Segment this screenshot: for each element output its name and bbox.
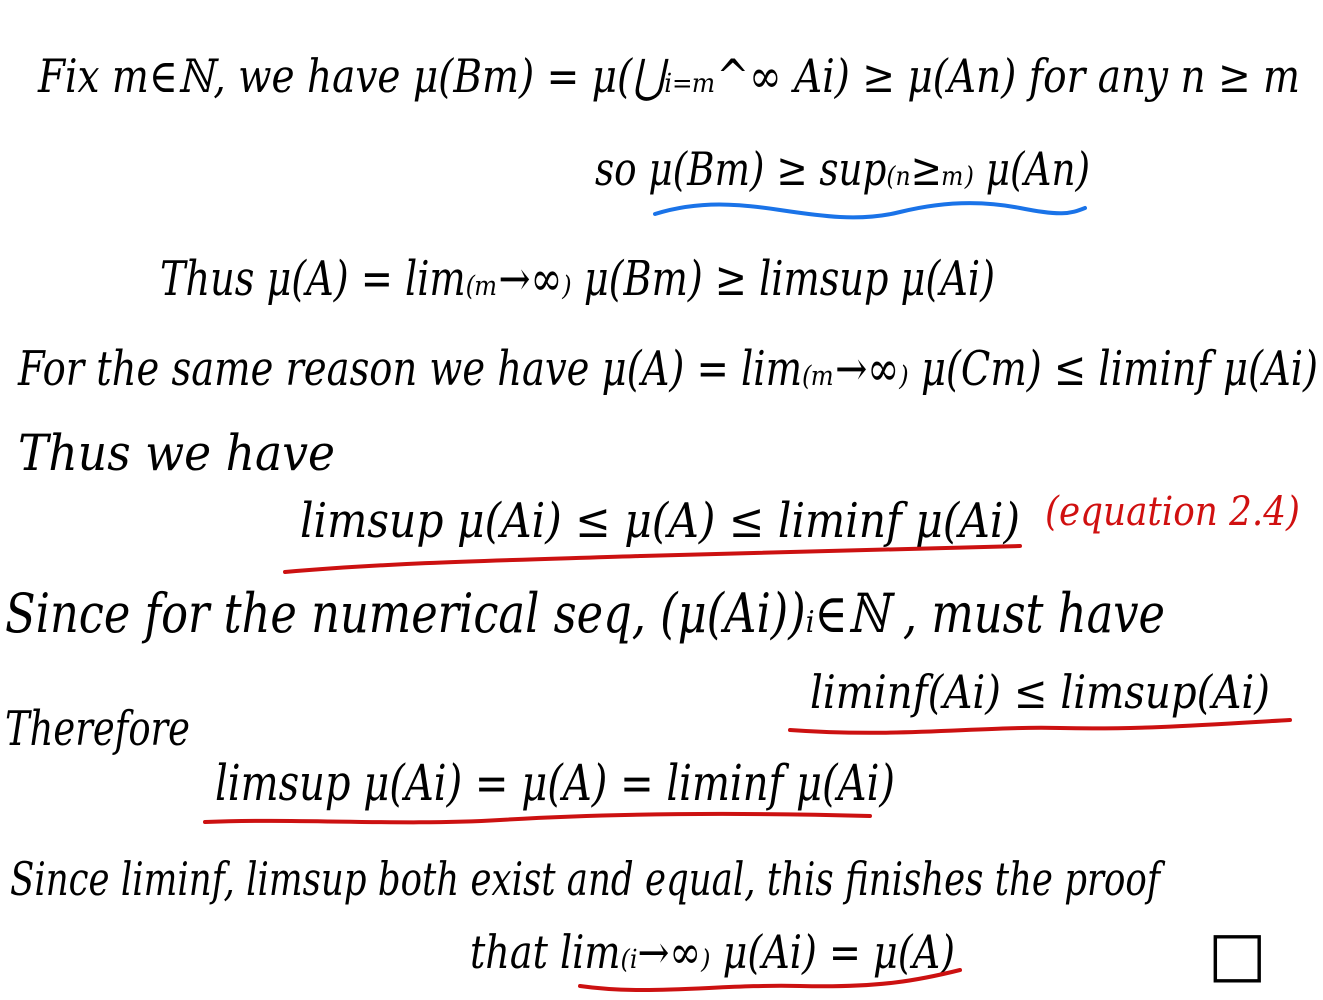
equation-annotation: (equation 2.4) (1045, 489, 1300, 535)
proof-line: liminf(Ai) ≤ limsup(Ai) (810, 665, 1270, 719)
proof-line: limsup μ(Ai) ≤ μ(A) ≤ liminf μ(Ai) (300, 493, 1020, 549)
red-underline (788, 718, 1292, 735)
qed-mark: □ (1208, 917, 1267, 990)
proof-line: so μ(Bm) ≥ sup₍ₙ≥ₘ₎ μ(An) (595, 142, 1090, 196)
proof-line: Since liminf, limsup both exist and equa… (10, 852, 1165, 906)
proof-line: For the same reason we have μ(A) = lim₍ₘ… (17, 341, 1318, 397)
proof-line: Fix m∈ℕ, we have μ(Bm) = μ(⋃ᵢ₌ₘ^∞ Ai) ≥ … (37, 49, 1300, 103)
red-underline (283, 544, 1022, 574)
red-underline (203, 811, 872, 825)
proof-line: that lim₍ᵢ→∞₎ μ(Ai) = μ(A) (470, 925, 955, 979)
proof-line: Thus we have (18, 424, 335, 482)
proof-line: Therefore (5, 701, 190, 757)
proof-line: Since for the numerical seq, (μ(Ai))ᵢ∈ℕ … (5, 582, 1165, 645)
blue-underline (653, 201, 1087, 220)
proof-line: limsup μ(Ai) = μ(A) = liminf μ(Ai) (215, 754, 895, 812)
proof-line: Thus μ(A) = lim₍ₘ→∞₎ μ(Bm) ≥ limsup μ(Ai… (160, 251, 995, 307)
red-underline (578, 968, 962, 992)
